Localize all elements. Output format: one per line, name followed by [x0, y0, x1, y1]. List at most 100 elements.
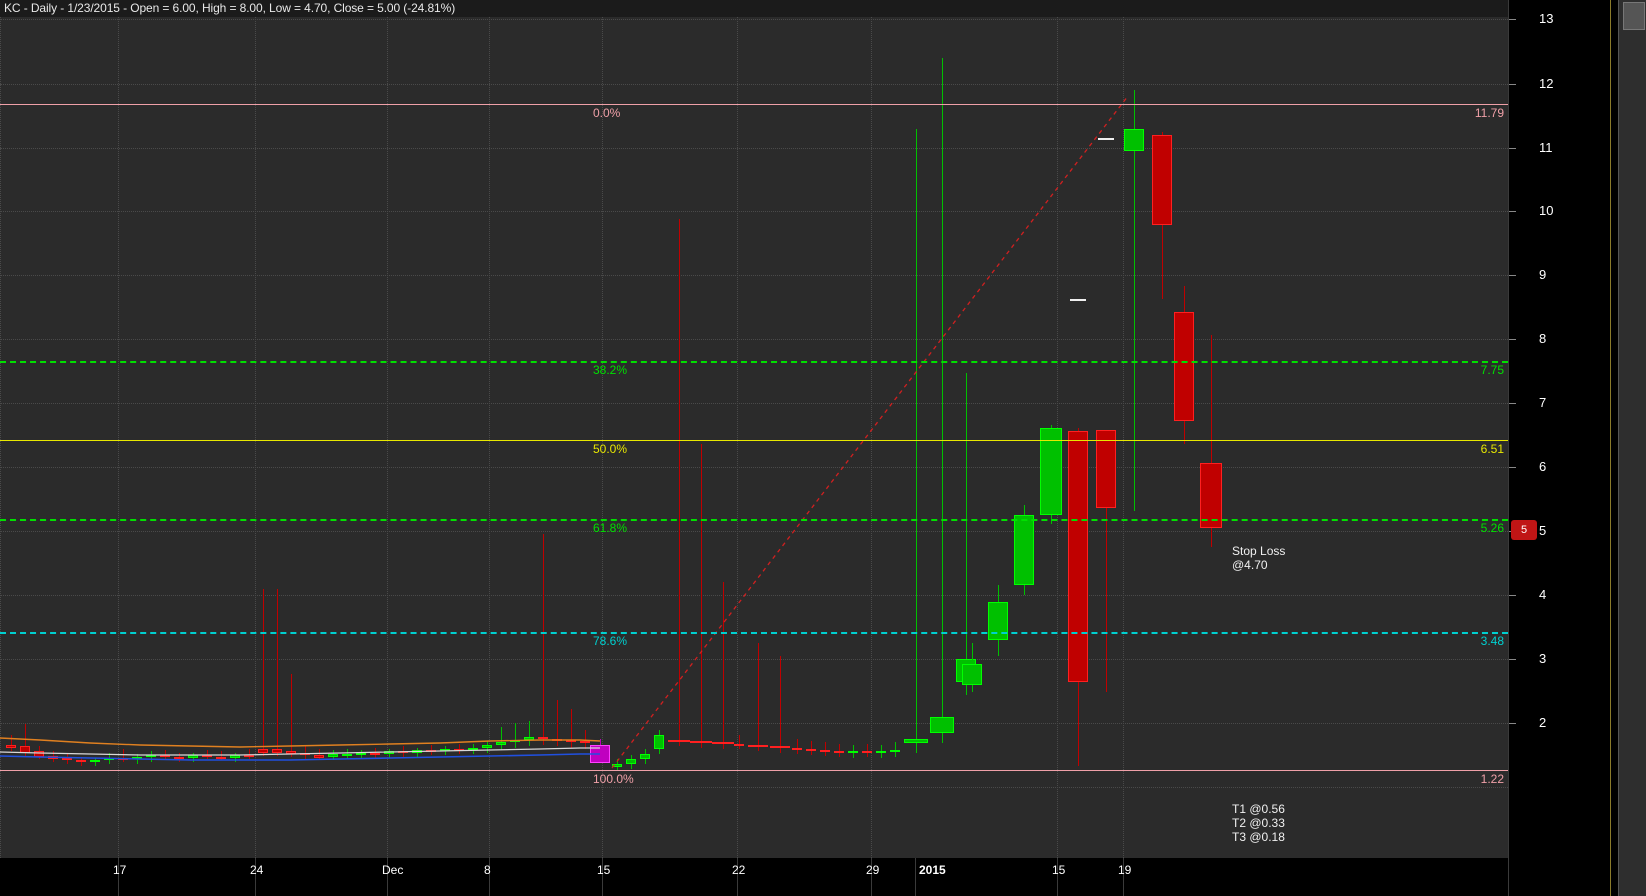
candle-body [496, 742, 506, 745]
y-axis-tick-label: 12 [1539, 76, 1554, 91]
grid-line [0, 17, 1, 858]
candle-wick [305, 744, 306, 760]
grid-line [0, 19, 1508, 20]
candle-body [188, 755, 198, 758]
chart-plot-area[interactable]: 0.0% 11.79 38.2% 7.75 50.0% 6.51 61.8% 5.26 78.6… [0, 0, 1508, 858]
candle-body [216, 756, 226, 759]
x-axis-separator [118, 858, 119, 896]
y-axis-price-scale[interactable]: 13 12 11 10 9 8 7 6 5 4 3 2 [1508, 0, 1619, 896]
y-axis-tick-label: 4 [1539, 587, 1547, 602]
y-axis-tick-label: 3 [1539, 651, 1547, 666]
y-axis-tick-label: 6 [1539, 459, 1547, 474]
y-axis-tick-mark [1509, 339, 1516, 340]
candle-body [370, 752, 380, 755]
y-axis-tick-mark [1509, 275, 1516, 276]
candle-wick [319, 748, 320, 761]
x-axis-separator [1057, 858, 1058, 896]
moving-average-overlay [0, 737, 601, 761]
candle-wick [557, 699, 558, 747]
fib-level-line [0, 440, 1508, 441]
x-axis-date-scale[interactable]: 17 24 Dec 8 15 22 29 2015 15 19 [0, 858, 1508, 896]
candle-body [272, 749, 282, 753]
candle-body [482, 744, 492, 748]
x-axis-tick-label: 19 [1118, 863, 1132, 877]
fib-price-label: 1.22 [1480, 772, 1504, 786]
candle-body [580, 741, 590, 744]
fib-level-line [0, 361, 1508, 363]
candle-body [146, 755, 156, 758]
candle-body [1174, 312, 1194, 422]
candle-wick [543, 533, 544, 745]
y-axis-tick-label: 11 [1539, 140, 1553, 155]
x-axis-separator [602, 858, 603, 896]
x-axis-separator [871, 858, 872, 896]
candle-body [328, 753, 338, 757]
target-3: T3 @0.18 [1232, 830, 1285, 844]
fib-price-label: 5.26 [1480, 521, 1504, 535]
fib-level-line [0, 770, 1508, 771]
x-axis-separator [255, 858, 256, 896]
x-axis-tick-label: 29 [866, 863, 880, 877]
candle-wick [347, 748, 348, 760]
x-axis-separator [1123, 858, 1124, 896]
ma-orange-line [0, 737, 601, 748]
candle-wick [431, 744, 432, 756]
y-axis-tick-label: 7 [1539, 395, 1547, 410]
ma-blue-line [0, 753, 600, 761]
chart-title-bar: KC - Daily - 1/23/2015 - Open = 6.00, Hi… [0, 0, 1508, 17]
grid-line [255, 17, 256, 858]
grid-line [118, 17, 119, 858]
y-axis-tick-mark [1509, 148, 1516, 149]
y-axis-tick-mark [1509, 403, 1516, 404]
y-axis-tick-mark [1509, 723, 1516, 724]
y-axis-tick-label: 5 [1539, 523, 1547, 538]
candle-body [90, 760, 100, 763]
x-axis-separator [915, 858, 916, 896]
y-axis-tick-label: 9 [1539, 267, 1547, 282]
scrollbar-thumb[interactable] [1623, 2, 1645, 30]
candle-body [524, 737, 534, 740]
ma-white-line [0, 747, 600, 756]
grid-line [0, 787, 1508, 788]
candle-body [230, 755, 240, 758]
candle-body [1200, 463, 1222, 528]
x-axis-tick-label: 22 [732, 863, 746, 877]
y-axis-tick-mark [1509, 211, 1516, 212]
x-axis-tick-label: 15 [1052, 863, 1066, 877]
x-axis-separator [489, 858, 490, 896]
fib-price-label: 3.48 [1480, 634, 1504, 648]
candle-wick [277, 588, 278, 756]
vertical-scrollbar[interactable] [1618, 0, 1646, 896]
candle-body [160, 755, 170, 758]
candle-body [342, 753, 352, 756]
candle-body [76, 760, 86, 763]
fib-level-line [0, 519, 1508, 521]
y-axis-accent-line [1610, 0, 1611, 896]
fib-level-label: 78.6% [593, 634, 628, 648]
candle-body [202, 755, 212, 758]
y-axis-tick-mark [1509, 659, 1516, 660]
chart-title: KC - Daily - 1/23/2015 - Open = 6.00, Hi… [4, 1, 456, 15]
x-axis-separator [387, 858, 388, 896]
fib-price-label: 7.75 [1480, 363, 1504, 377]
x-axis-tick-label: 15 [597, 863, 611, 877]
fib-level-label: 0.0% [593, 106, 621, 120]
target-1: T1 @0.56 [1232, 802, 1285, 816]
fib-price-label: 6.51 [1480, 442, 1504, 456]
fib-level-label: 38.2% [593, 363, 628, 377]
fib-level-line [0, 104, 1508, 105]
candle-wick [249, 748, 250, 760]
fib-level-label: 50.0% [593, 442, 628, 456]
candle-body [6, 744, 16, 748]
candle-wick [1134, 90, 1135, 512]
y-axis-tick-mark [1509, 467, 1516, 468]
candle-body [174, 756, 184, 760]
y-axis-tick-mark [1509, 595, 1516, 596]
grid-line [489, 17, 490, 858]
x-axis-tick-label: Dec [382, 863, 404, 877]
x-axis-separator [737, 858, 738, 896]
candle-wick [263, 588, 264, 756]
y-axis-tick-label: 8 [1539, 331, 1547, 346]
grid-line [602, 17, 603, 858]
